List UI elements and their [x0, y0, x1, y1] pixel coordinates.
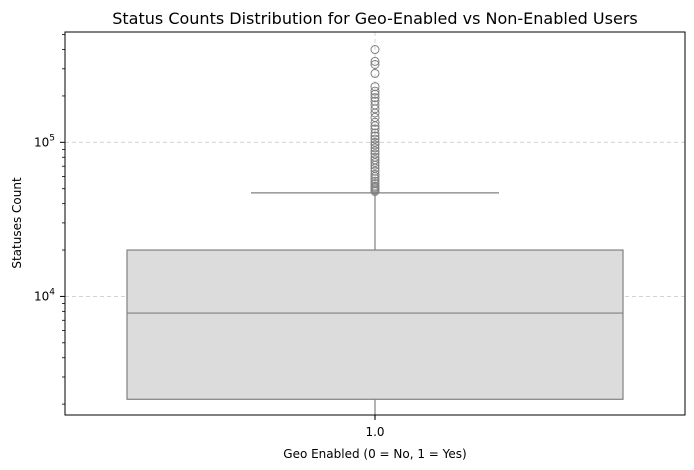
outlier-point — [370, 146, 380, 156]
x-axis-label: Geo Enabled (0 = No, 1 = Yes) — [283, 447, 466, 461]
outlier-point — [370, 45, 380, 55]
y-axis-label: Statuses Count — [10, 177, 24, 269]
outlier-point — [370, 152, 380, 162]
outlier-point — [370, 56, 380, 66]
y-tick-label: 105 — [34, 133, 55, 149]
outlier-point — [370, 117, 380, 127]
y-tick-label-base: 10 — [34, 289, 49, 303]
outlier-point — [370, 93, 380, 103]
outlier-point — [370, 86, 380, 96]
chart-title: Status Counts Distribution for Geo-Enabl… — [112, 9, 637, 28]
outlier-point — [370, 68, 380, 78]
outlier-point — [370, 149, 380, 159]
outlier-point — [370, 128, 380, 138]
outlier-point — [370, 179, 380, 189]
outlier-point — [370, 155, 380, 165]
outlier-point — [370, 124, 380, 134]
outlier-point — [370, 176, 380, 186]
outlier-point — [370, 59, 380, 69]
outlier-point — [370, 140, 380, 150]
outlier-point — [370, 96, 380, 106]
y-tick-label-base: 10 — [34, 135, 49, 149]
box-group — [126, 45, 624, 420]
outlier-point — [370, 137, 380, 147]
outlier-point — [370, 112, 380, 122]
y-tick-label-exponent: 4 — [49, 287, 55, 297]
outlier-point — [370, 131, 380, 141]
x-axis: 1.0 — [365, 415, 385, 439]
iqr-box — [126, 249, 624, 400]
y-tick-label: 104 — [34, 287, 55, 303]
y-tick-label-exponent: 5 — [49, 133, 55, 143]
outlier-point — [370, 82, 380, 92]
x-tick-label: 1.0 — [365, 425, 384, 439]
outlier-point — [370, 134, 380, 144]
outlier-point — [370, 143, 380, 153]
outlier-point — [370, 181, 380, 191]
outlier-point — [370, 166, 380, 176]
outlier-point — [370, 169, 380, 179]
boxes-layer — [126, 45, 624, 420]
outlier-point — [370, 100, 380, 110]
